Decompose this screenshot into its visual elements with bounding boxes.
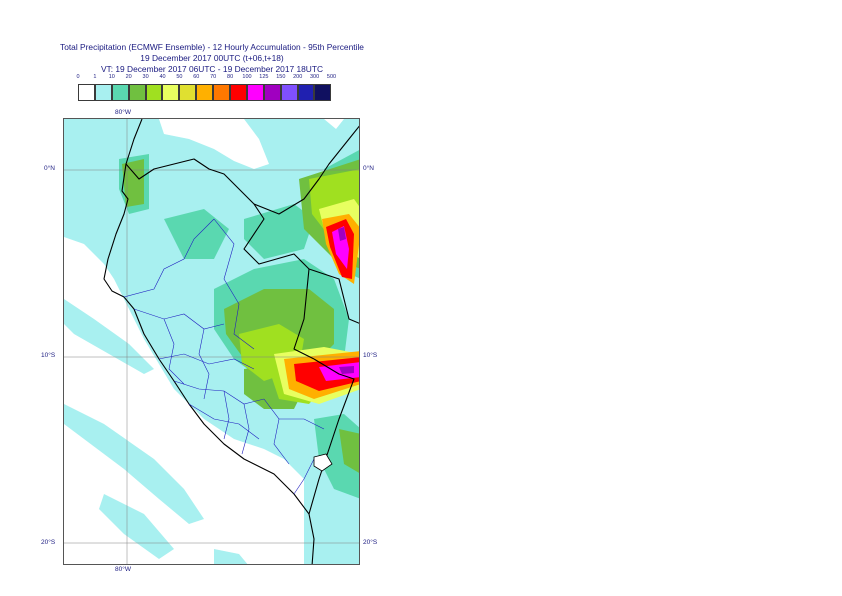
legend-swatch — [128, 84, 146, 101]
lat-label-0-left: 0°N — [44, 165, 55, 172]
lat-label-10-right: 10°S — [363, 352, 378, 359]
legend-threshold-label: 200 — [293, 74, 303, 80]
legend-threshold-label: 10 — [108, 74, 115, 80]
legend-threshold-label: 1 — [93, 74, 97, 80]
legend-threshold-label: 40 — [159, 74, 166, 80]
lat-label-20-left: 20°S — [41, 539, 56, 546]
chart-title: Total Precipitation (ECMWF Ensemble) - 1… — [60, 42, 364, 52]
legend-threshold-label: 500 — [326, 74, 337, 80]
legend-threshold-label: 50 — [176, 74, 183, 80]
legend-swatch — [78, 84, 95, 101]
legend-threshold-label: 0 — [76, 74, 80, 80]
chart-subtitle-validity: VT: 19 December 2017 06UTC - 19 December… — [100, 64, 324, 74]
legend-swatch — [179, 84, 197, 101]
legend-threshold-label: 20 — [125, 74, 132, 80]
chart-subtitle-run: 19 December 2017 00UTC (t+06,t+18) — [140, 53, 284, 63]
lon-label-bottom: 80°W — [115, 566, 131, 573]
no-precip-areas — [64, 119, 344, 564]
country-borders — [103, 119, 359, 564]
color-legend — [78, 84, 332, 101]
legend-swatch — [263, 84, 281, 101]
legend-threshold-labels: 0 1 10 20 30 40 50 60 70 80 100 125 150 200 300 500 — [0, 74, 842, 84]
lake-titicaca — [313, 453, 333, 472]
lon-label-top: 80°W — [115, 109, 131, 116]
admin-boundaries — [123, 218, 325, 495]
legend-threshold-label: 125 — [259, 74, 269, 80]
precipitation-map[interactable] — [63, 118, 360, 565]
lat-label-20-right: 20°S — [363, 539, 378, 546]
legend-threshold-label: 150 — [276, 74, 286, 80]
legend-swatch — [213, 84, 231, 101]
map-canvas — [64, 119, 359, 564]
legend-swatch — [145, 84, 163, 101]
lat-label-0-right: 0°N — [363, 165, 374, 172]
legend-threshold-label: 80 — [227, 74, 234, 80]
legend-swatch — [246, 84, 264, 101]
legend-threshold-label: 70 — [210, 74, 217, 80]
legend-swatch — [230, 84, 247, 101]
legend-threshold-label: 30 — [142, 74, 149, 80]
precip-125-150 — [338, 227, 354, 374]
lat-label-10-left: 10°S — [41, 352, 56, 359]
legend-swatch — [297, 84, 315, 101]
legend-swatch — [162, 84, 180, 101]
legend-threshold-label: 300 — [310, 74, 320, 80]
legend-swatch — [111, 84, 129, 101]
legend-swatch — [196, 84, 214, 101]
legend-swatch — [280, 84, 298, 101]
legend-threshold-label: 100 — [242, 74, 252, 80]
legend-threshold-label: 60 — [193, 74, 200, 80]
legend-swatch — [94, 84, 112, 101]
legend-swatch — [314, 84, 332, 101]
